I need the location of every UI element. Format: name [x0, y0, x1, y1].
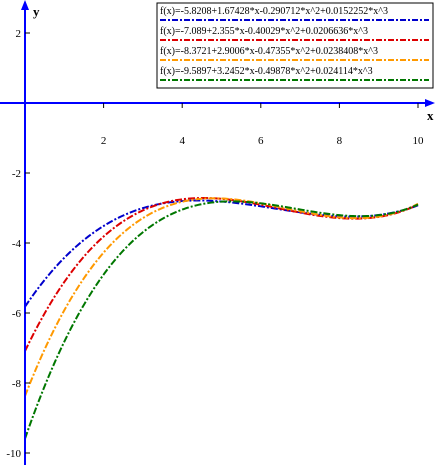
x-axis-arrow	[425, 99, 435, 107]
series-line-2	[24, 197, 419, 352]
y-axis-title: y	[33, 4, 40, 19]
legend-label-2: f(x)=-7.089+2.355*x-0.40029*x^2+0.020663…	[160, 26, 368, 37]
series-curves	[24, 197, 419, 439]
series-line-3	[24, 197, 419, 397]
legend-box	[156, 2, 434, 89]
legend: f(x)=-5.8208+1.67428*x-0.290712*x^2+0.01…	[156, 2, 434, 89]
y-tick-label: -10	[6, 448, 21, 460]
legend-label-4: f(x)=-9.5897+3.2452*x-0.49878*x^2+0.0241…	[160, 66, 373, 77]
y-tick-label: 2	[16, 28, 22, 40]
x-tick-label: 6	[258, 135, 264, 147]
x-tick-label: 2	[101, 135, 107, 147]
x-tick-label: 8	[337, 135, 343, 147]
series-line-4	[24, 200, 419, 439]
x-tick-label: 10	[413, 135, 425, 147]
legend-label-1: f(x)=-5.8208+1.67428*x-0.290712*x^2+0.01…	[160, 6, 388, 17]
y-tick-label: -6	[12, 308, 22, 320]
x-axis-title: x	[427, 108, 434, 123]
x-tick-label: 4	[179, 135, 185, 147]
y-tick-label: -4	[12, 238, 22, 250]
tick-marks: 2 4 6 8 10 2 -2 -4 -6 -8 -10	[6, 28, 424, 460]
y-tick-label: -8	[12, 378, 22, 390]
legend-label-3: f(x)=-8.3721+2.9006*x-0.47355*x^2+0.0238…	[160, 46, 378, 57]
y-tick-label: -2	[12, 168, 21, 180]
y-axis-arrow	[21, 0, 29, 10]
